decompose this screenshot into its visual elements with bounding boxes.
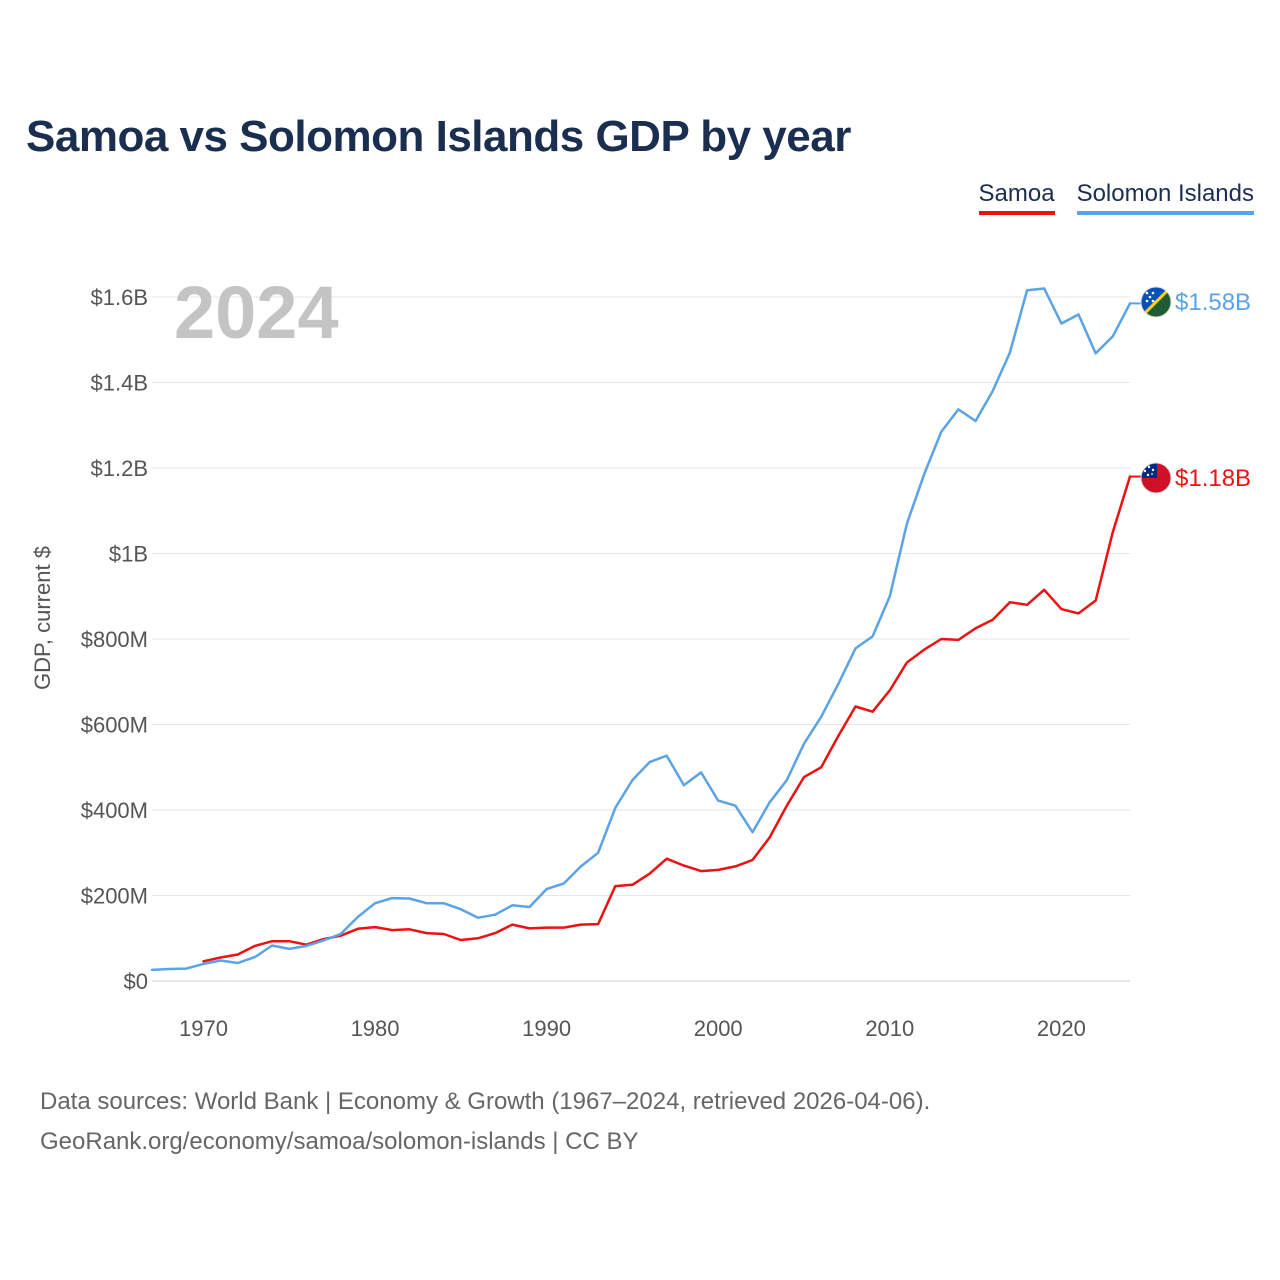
- y-axis-ticks: $0 $200M $400M $600M $800M $1B $1.2B $1.4B $1.6B: [81, 285, 148, 994]
- x-tick-label: 2000: [694, 1016, 743, 1041]
- legend: Samoa Solomon Islands: [978, 180, 1254, 215]
- y-tick-label: $1.6B: [91, 285, 149, 310]
- y-tick-label: $0: [124, 969, 148, 994]
- y-axis-label: GDP, current $: [30, 546, 55, 690]
- end-value-label-samoa: $1.18B: [1175, 465, 1251, 492]
- samoa-flag-icon: [1140, 462, 1172, 494]
- x-tick-label: 2010: [865, 1016, 914, 1041]
- y-tick-label: $600M: [81, 713, 148, 738]
- gdp-line-chart: $0 $200M $400M $600M $800M $1B $1.2B $1.4B $1.6B…: [30, 271, 1251, 1041]
- solomon-islands-flag-icon: [1140, 286, 1172, 318]
- y-tick-label: $800M: [81, 627, 148, 652]
- series-line-samoa: [202, 475, 1132, 963]
- y-tick-label: $400M: [81, 798, 148, 823]
- gridlines: [152, 296, 1130, 982]
- year-label: 2024: [174, 271, 339, 354]
- x-axis-ticks: 1970 1980 1990 2000 2010 2020: [179, 1016, 1086, 1041]
- y-tick-label: $1.4B: [91, 371, 149, 396]
- y-tick-label: $1B: [109, 542, 148, 567]
- y-tick-label: $200M: [81, 884, 148, 909]
- source-note: Data sources: World Bank | Economy & Gro…: [40, 1088, 931, 1115]
- x-tick-label: 1980: [351, 1016, 400, 1041]
- attribution-link[interactable]: GeoRank.org/economy/samoa/solomon-island…: [40, 1128, 639, 1155]
- footer: Data sources: World Bank | Economy & Gro…: [40, 1082, 930, 1162]
- page-title: Samoa vs Solomon Islands GDP by year: [26, 112, 851, 161]
- x-tick-label: 1970: [179, 1016, 228, 1041]
- y-tick-label: $1.2B: [91, 456, 149, 481]
- legend-item-solomon-islands[interactable]: Solomon Islands: [1076, 180, 1254, 215]
- x-tick-label: 1990: [522, 1016, 571, 1041]
- end-value-label-solomon-islands: $1.58B: [1175, 289, 1251, 316]
- series-line-solomon-islands: [150, 287, 1132, 972]
- x-tick-label: 2020: [1037, 1016, 1086, 1041]
- legend-item-samoa[interactable]: Samoa: [978, 180, 1055, 215]
- series-lines: [150, 287, 1141, 972]
